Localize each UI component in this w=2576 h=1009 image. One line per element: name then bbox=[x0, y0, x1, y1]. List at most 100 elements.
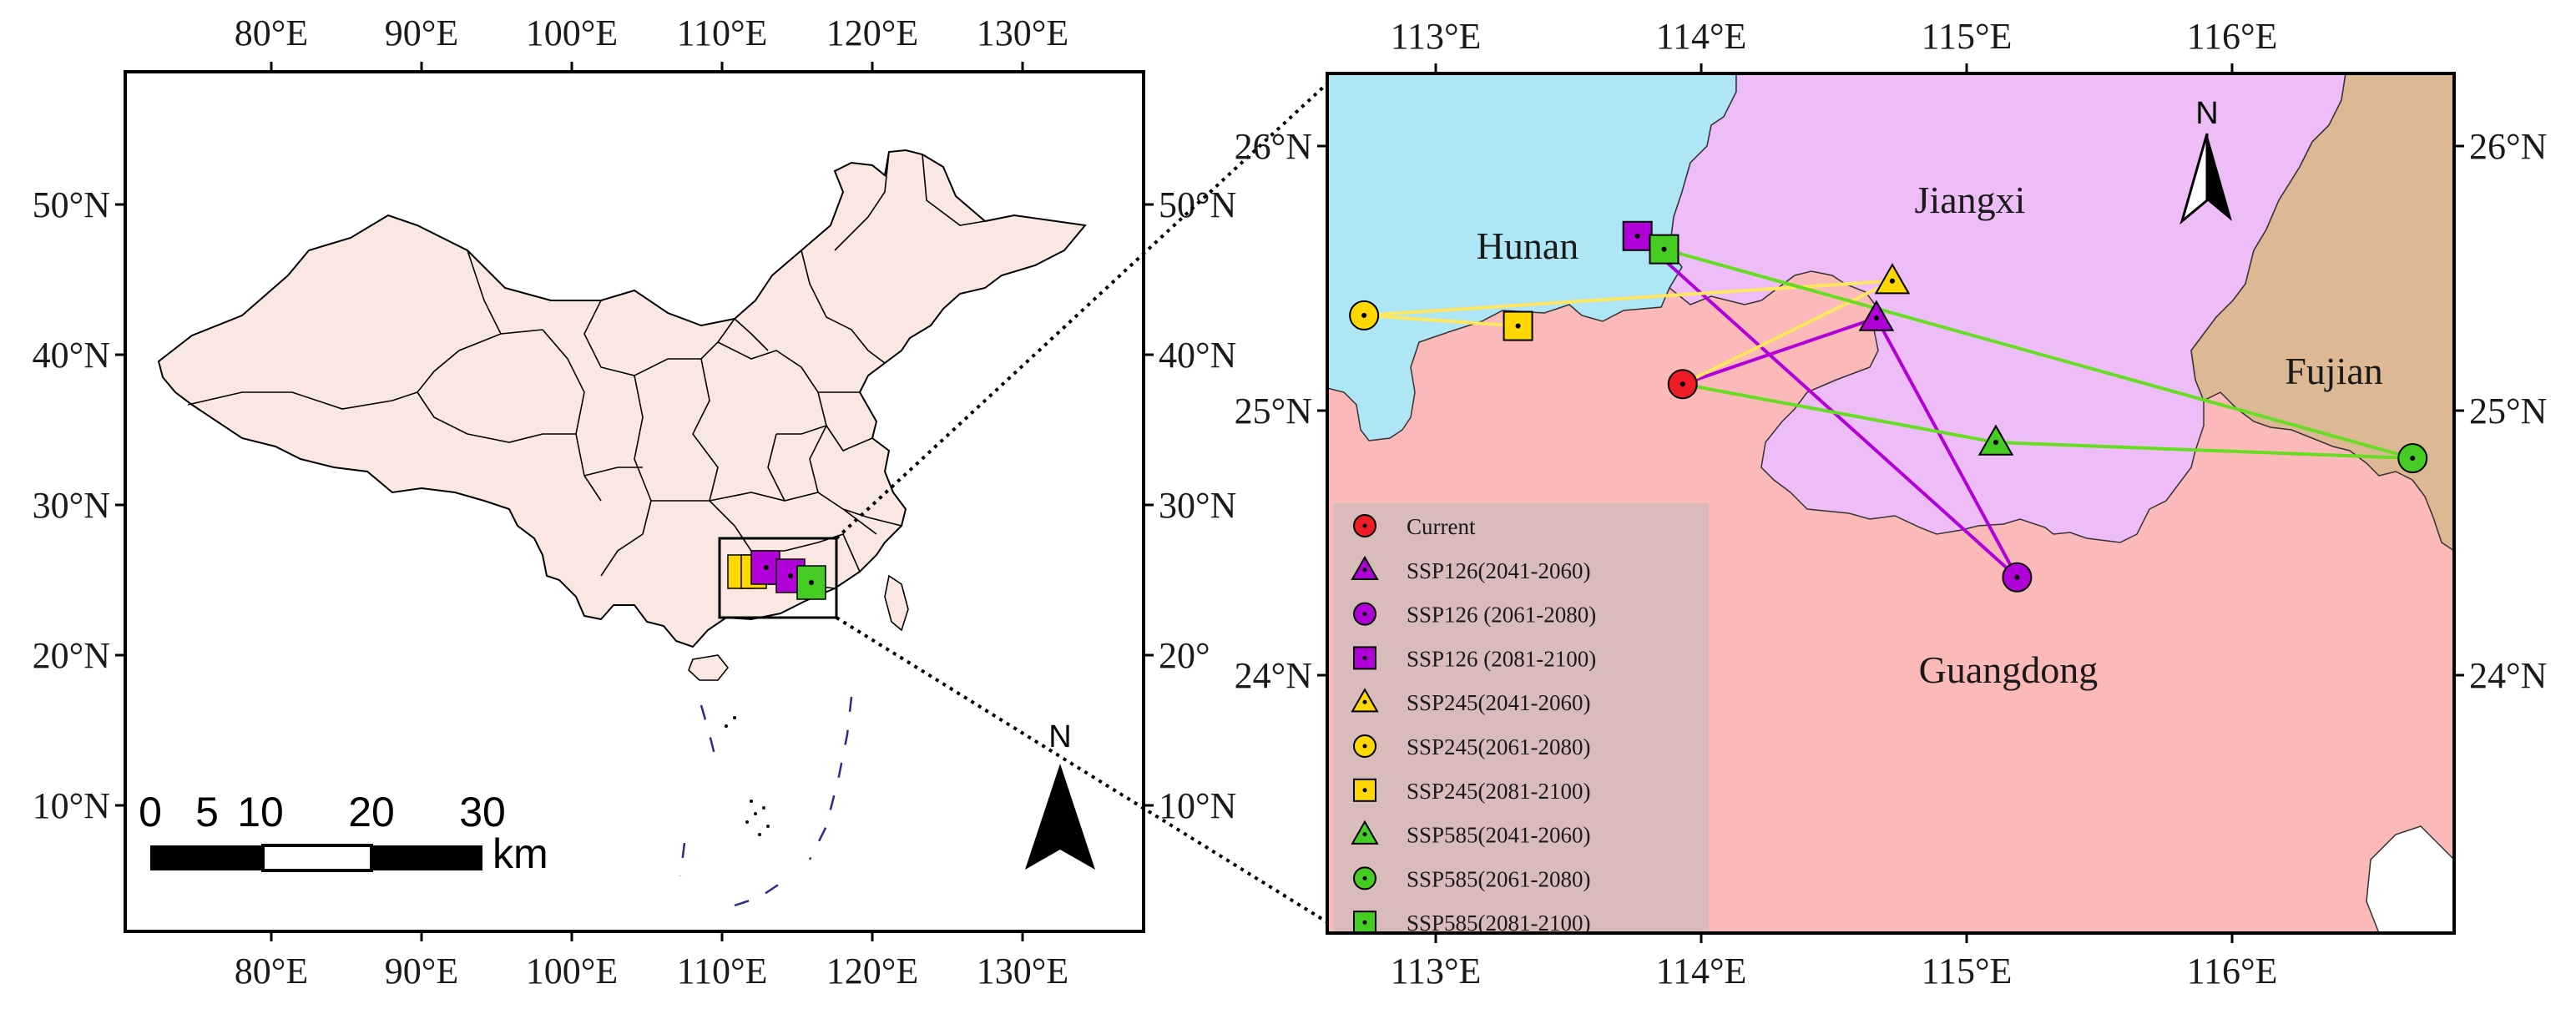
north-arrow-icon: N bbox=[1025, 719, 1095, 870]
china-outline bbox=[157, 149, 1087, 648]
region-label-hunan: Hunan bbox=[1477, 225, 1579, 267]
legend-marker bbox=[1353, 778, 1376, 802]
north-label: N bbox=[2195, 96, 2218, 131]
x-tick-label: 120°E bbox=[826, 13, 918, 53]
region-label-guangdong: Guangdong bbox=[1919, 648, 2099, 691]
legend-label: SSP245(2061-2080) bbox=[1407, 734, 1591, 759]
region-label-fujian: Fujian bbox=[2285, 350, 2383, 392]
legend-marker bbox=[1351, 688, 1379, 713]
study-area-y-ticks-left: 26°N 25°N 24°N bbox=[1235, 126, 1312, 696]
centroid-marker bbox=[1622, 220, 1653, 251]
y-tick-label: 24°N bbox=[1235, 655, 1312, 696]
x-tick-label: 130°E bbox=[977, 951, 1068, 991]
x-tick-label: 120°E bbox=[826, 951, 918, 991]
y-tick-label: 30°N bbox=[1159, 485, 1236, 526]
zoom-connector-lines bbox=[835, 82, 1329, 924]
x-tick-label: 113°E bbox=[1391, 16, 1482, 57]
trajectory-line bbox=[1364, 279, 1893, 386]
y-tick-label: 50°N bbox=[1159, 184, 1236, 225]
y-tick-label: 25°N bbox=[1235, 391, 1312, 431]
overview-map-frame bbox=[124, 70, 1145, 933]
legend-label: SSP585(2081-2100) bbox=[1407, 911, 1591, 936]
legend-label: SSP245(2041-2060) bbox=[1407, 690, 1591, 715]
scale-bar: 0 5 10 20 30 km bbox=[139, 789, 548, 877]
scale-unit: km bbox=[492, 830, 548, 877]
study-area-map-panel: Current SSP126(2041-2060) SSP126 (2061-208… bbox=[1235, 16, 2548, 991]
y-tick-label: 25°N bbox=[2469, 391, 2547, 431]
x-tick-label: 90°E bbox=[385, 951, 458, 991]
legend-marker bbox=[1353, 514, 1376, 537]
scale-number: 0 bbox=[139, 789, 162, 835]
x-tick-label: 100°E bbox=[526, 13, 618, 53]
centroid-marker bbox=[1667, 369, 1698, 400]
y-tick-label: 40°N bbox=[33, 335, 110, 376]
legend-label: SSP585(2041-2060) bbox=[1407, 823, 1591, 848]
overview-centroid-markers bbox=[727, 550, 826, 600]
study-area-box bbox=[718, 537, 838, 619]
x-tick-label: 100°E bbox=[526, 951, 618, 991]
scale-number: 10 bbox=[237, 789, 284, 835]
overview-map-panel: 80°E 90°E 100°E 110°E 120°E 130°E 80°E 9… bbox=[33, 13, 1237, 991]
centroid-marker bbox=[1649, 234, 1679, 265]
legend-marker bbox=[1353, 866, 1376, 890]
overview-x-ticks-bottom: 80°E 90°E 100°E 110°E 120°E 130°E bbox=[235, 951, 1068, 991]
y-tick-label: 26°N bbox=[1235, 126, 1312, 167]
legend-marker bbox=[1351, 555, 1379, 581]
south-china-sea-boundary bbox=[679, 696, 853, 907]
study-area-tick-marks bbox=[1317, 63, 2464, 943]
y-tick-label: 20° bbox=[1159, 635, 1210, 676]
hainan-island bbox=[688, 654, 730, 681]
coast-island bbox=[2366, 825, 2454, 933]
x-tick-label: 90°E bbox=[385, 13, 458, 53]
north-label: N bbox=[1048, 719, 1071, 754]
study-area-x-ticks-top: 113°E 114°E 115°E 116°E bbox=[1391, 16, 2278, 57]
y-tick-label: 20°N bbox=[33, 635, 110, 676]
y-tick-label: 10°N bbox=[1159, 785, 1236, 826]
x-tick-label: 115°E bbox=[1922, 16, 2013, 57]
x-tick-label: 80°E bbox=[235, 951, 308, 991]
x-tick-label: 110°E bbox=[677, 951, 768, 991]
legend-label: SSP126 (2061-2080) bbox=[1407, 603, 1596, 628]
centroid-marker bbox=[1503, 310, 1533, 341]
trajectory-line bbox=[1636, 235, 2019, 579]
overview-x-tick-marks bbox=[115, 62, 1154, 941]
legend-label: SSP126(2041-2060) bbox=[1407, 558, 1591, 583]
study-area-y-ticks-right: 26°N 25°N 24°N bbox=[2469, 126, 2547, 696]
legend-label: SSP245(2081-2100) bbox=[1407, 779, 1591, 804]
x-tick-label: 80°E bbox=[235, 13, 308, 53]
study-area-x-ticks-bottom: 113°E 114°E 115°E 116°E bbox=[1391, 951, 2278, 991]
legend-marker bbox=[1353, 911, 1376, 933]
x-tick-label: 113°E bbox=[1391, 951, 1482, 991]
scale-number: 20 bbox=[348, 789, 395, 835]
legend: Current SSP126(2041-2060) SSP126 (2061-208… bbox=[1333, 503, 1709, 936]
region-label-jiangxi: Jiangxi bbox=[1915, 179, 2026, 221]
x-tick-label: 116°E bbox=[2187, 16, 2278, 57]
legend-marker bbox=[1351, 820, 1379, 845]
x-tick-label: 110°E bbox=[677, 13, 768, 53]
centroid-marker bbox=[2397, 443, 2428, 474]
overview-y-ticks-right: 50°N 40°N 30°N 20° 10°N bbox=[1159, 184, 1236, 826]
taiwan-island bbox=[884, 574, 909, 632]
legend-label: Current bbox=[1407, 514, 1476, 539]
legend-label: SSP585(2061-2080) bbox=[1407, 866, 1591, 891]
centroid-marker bbox=[1874, 263, 1911, 295]
legend-marker bbox=[1353, 646, 1376, 670]
y-tick-label: 24°N bbox=[2469, 655, 2547, 696]
south-china-sea-islands bbox=[725, 716, 770, 836]
legend-label: SSP126 (2081-2100) bbox=[1407, 646, 1596, 671]
y-tick-label: 26°N bbox=[2469, 126, 2547, 167]
centroid-marker bbox=[2002, 562, 2033, 593]
y-tick-label: 50°N bbox=[33, 184, 110, 225]
x-tick-label: 114°E bbox=[1656, 16, 1747, 57]
legend-marker bbox=[1353, 602, 1376, 626]
centroid-marker bbox=[1977, 424, 2014, 456]
x-tick-label: 116°E bbox=[2187, 951, 2278, 991]
y-tick-label: 10°N bbox=[33, 785, 110, 826]
centroid-markers bbox=[1349, 220, 2428, 593]
overview-y-ticks-left: 50°N 40°N 30°N 20°N 10°N bbox=[33, 184, 110, 826]
scale-number: 30 bbox=[459, 789, 506, 835]
y-tick-label: 30°N bbox=[33, 485, 110, 526]
north-arrow-icon: N bbox=[2179, 96, 2232, 225]
legend-marker bbox=[1353, 734, 1376, 758]
